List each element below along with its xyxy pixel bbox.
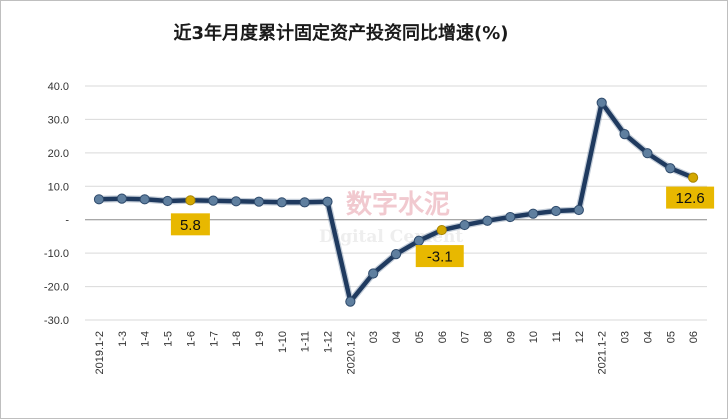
data-point bbox=[139, 194, 150, 205]
data-point bbox=[116, 193, 127, 204]
data-point bbox=[390, 249, 402, 260]
data-point bbox=[276, 197, 287, 208]
x-tick-label: 03 bbox=[620, 331, 632, 343]
data-labels: 5.8 -3.1 12.6 bbox=[170, 186, 715, 268]
data-point bbox=[93, 194, 105, 205]
watermark-en: Digital Cement bbox=[319, 227, 463, 247]
x-tick-label: 10 bbox=[528, 331, 540, 343]
data-label-box bbox=[170, 213, 210, 236]
x-tick-label: 2020.1-2 bbox=[345, 331, 357, 374]
data-point bbox=[162, 195, 173, 207]
x-axis-ticks: 2019.1-2 1-3 1-4 1-5 1-6 1-7 1-8 1-9 1-10 1-11 1-1… bbox=[94, 331, 700, 374]
x-tick-label: 09 bbox=[505, 331, 517, 343]
highlighted-point bbox=[185, 195, 196, 206]
x-tick-label: 1-3 bbox=[117, 331, 129, 347]
y-tick-label: -10.0 bbox=[44, 248, 69, 260]
data-label-box bbox=[415, 245, 464, 268]
x-tick-label: 05 bbox=[665, 331, 677, 343]
data-point bbox=[665, 163, 676, 174]
x-tick-label: 05 bbox=[414, 331, 426, 343]
data-point bbox=[596, 97, 607, 108]
x-tick-label: 1-7 bbox=[208, 331, 220, 347]
x-tick-label: 1-4 bbox=[140, 331, 152, 347]
data-label-box bbox=[666, 186, 715, 209]
y-tick-label: -30.0 bbox=[44, 315, 69, 327]
data-point bbox=[505, 211, 516, 223]
y-tick-label: 10.0 bbox=[48, 181, 69, 193]
data-point bbox=[413, 235, 424, 246]
series-layer bbox=[93, 97, 699, 307]
y-axis-ticks: 40.0 30.0 20.0 10.0 - -10.0 -20.0 -30.0 bbox=[44, 81, 69, 327]
data-label: 5.8 bbox=[180, 217, 201, 234]
data-point bbox=[528, 208, 539, 219]
x-tick-label: 1-5 bbox=[163, 331, 175, 347]
x-tick-label: 04 bbox=[391, 331, 403, 343]
gridlines bbox=[85, 85, 707, 321]
y-tick-label: 30.0 bbox=[48, 114, 69, 126]
x-tick-label: 1-8 bbox=[231, 331, 243, 347]
x-tick-label: 1-12 bbox=[323, 331, 335, 353]
data-point bbox=[299, 197, 310, 208]
y-tick-label: - bbox=[65, 215, 69, 227]
highlighted-point bbox=[436, 224, 447, 236]
x-tick-label: 2019.1-2 bbox=[94, 331, 106, 374]
data-point bbox=[642, 148, 653, 159]
data-point bbox=[482, 215, 493, 226]
x-tick-label: 03 bbox=[368, 331, 380, 343]
watermark-cn: 数字水泥 bbox=[346, 189, 450, 220]
data-point bbox=[550, 205, 562, 217]
x-tick-label: 2021.1-2 bbox=[597, 331, 609, 374]
x-tick-label: 1-11 bbox=[300, 331, 312, 352]
data-point bbox=[231, 196, 242, 207]
x-tick-label: 1-10 bbox=[277, 331, 289, 353]
data-point bbox=[322, 196, 333, 207]
data-point bbox=[619, 129, 630, 140]
x-tick-label: 06 bbox=[437, 331, 449, 343]
watermark: 数字水泥 Digital Cement bbox=[319, 189, 463, 247]
x-tick-label: 1-6 bbox=[185, 331, 197, 347]
data-point bbox=[459, 219, 470, 231]
highlighted-point bbox=[688, 172, 699, 183]
data-point bbox=[208, 195, 219, 206]
data-point bbox=[573, 204, 584, 216]
chart-title: 近3年月度累计固定资产投资同比增速(%) bbox=[173, 23, 509, 44]
y-tick-label: -20.0 bbox=[44, 282, 69, 294]
data-point bbox=[368, 268, 379, 279]
data-label: -3.1 bbox=[427, 249, 453, 266]
x-tick-label: 08 bbox=[482, 331, 494, 343]
y-tick-label: 40.0 bbox=[48, 81, 69, 93]
x-tick-label: 04 bbox=[642, 331, 654, 343]
x-tick-label: 12 bbox=[574, 331, 586, 343]
y-tick-label: 20.0 bbox=[48, 148, 69, 160]
x-tick-label: 06 bbox=[688, 331, 700, 343]
data-label: 12.6 bbox=[675, 190, 704, 207]
x-tick-label: 11 bbox=[551, 331, 563, 342]
x-tick-label: 07 bbox=[460, 331, 472, 343]
x-tick-label: 1-9 bbox=[254, 331, 266, 347]
data-point bbox=[345, 296, 356, 307]
data-point bbox=[253, 196, 265, 207]
